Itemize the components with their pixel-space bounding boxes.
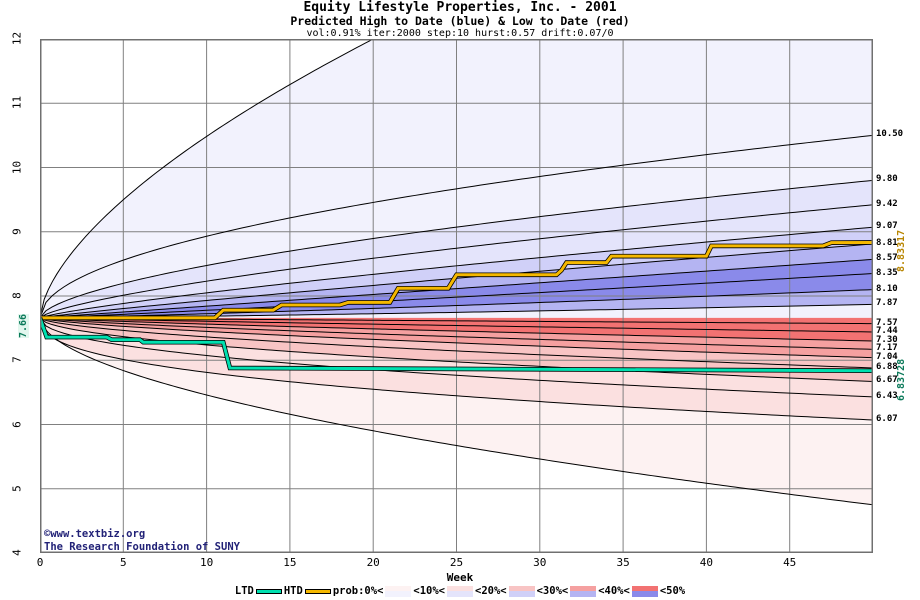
right-band-label: 6.43 bbox=[876, 390, 898, 401]
right-band-label: 8.81 bbox=[876, 237, 898, 248]
legend-ltd-swatch bbox=[255, 588, 282, 594]
series-htd-line bbox=[40, 240, 873, 320]
right-band-label: 9.07 bbox=[876, 221, 898, 232]
legend-ltd-label: LTD bbox=[234, 585, 254, 597]
right-band-label: 6.67 bbox=[876, 375, 898, 386]
right-band-label: 7.30 bbox=[876, 334, 898, 345]
y-tick-label: 11 bbox=[10, 96, 24, 110]
right-band-label: 8.57 bbox=[876, 253, 898, 264]
y-tick-label: 10 bbox=[10, 160, 24, 174]
legend-htd-label: HTD bbox=[283, 585, 303, 597]
credit-line-1: ©www.textbiz.org bbox=[44, 528, 146, 540]
right-band-label: 6.88 bbox=[876, 361, 898, 372]
x-tick-label: 20 bbox=[366, 556, 380, 569]
chart-params: vol:0.91% iter:2000 step:10 hurst:0.57 d… bbox=[306, 28, 614, 39]
x-tick-label: 45 bbox=[783, 556, 797, 569]
legend-band-label: <50% bbox=[659, 585, 686, 597]
right-band-label: 7.04 bbox=[876, 351, 898, 362]
legend-band-swatch bbox=[631, 585, 658, 597]
x-axis-label: Week bbox=[446, 571, 474, 584]
x-tick-label: 25 bbox=[449, 556, 464, 569]
x-tick-label: 15 bbox=[283, 556, 297, 569]
legend-prob-label: prob:0%< bbox=[332, 585, 384, 597]
legend-band-label: <20%< bbox=[475, 585, 507, 597]
x-tick-label: 35 bbox=[616, 556, 630, 569]
start-price-label: 7.66 bbox=[18, 313, 29, 338]
chart-canvas bbox=[40, 39, 873, 553]
ltd-final-label: 6.83728 bbox=[896, 358, 907, 401]
x-tick-label: 40 bbox=[699, 556, 714, 569]
legend-htd-swatch bbox=[304, 588, 331, 594]
x-tick-label: 5 bbox=[119, 556, 127, 569]
htd-final-label: 8.83317 bbox=[896, 230, 907, 273]
right-band-label: 9.42 bbox=[876, 198, 898, 209]
credit-line-2: The Research Foundation of SUNY bbox=[44, 540, 240, 553]
legend-band-swatch bbox=[447, 585, 473, 597]
y-tick-label: 7 bbox=[10, 356, 24, 364]
legend-band-group: <10%< <20%< <30%< <40%< <50% bbox=[384, 585, 686, 597]
right-band-label: 10.50 bbox=[876, 129, 904, 140]
y-tick-label: 8 bbox=[10, 292, 24, 299]
legend-band-swatch bbox=[385, 585, 412, 597]
chart-legend: LTD HTD prob:0%< <10%< <20%< <30%< <40%< <50… bbox=[0, 585, 920, 597]
y-tick-label: 9 bbox=[10, 227, 24, 235]
right-band-label: 8.35 bbox=[876, 267, 898, 278]
legend-band-swatch bbox=[508, 585, 535, 597]
page-title: Equity Lifestyle Properties, Inc. - 2001 bbox=[303, 0, 617, 15]
right-band-label: 7.57 bbox=[876, 317, 898, 328]
x-tick-label: 30 bbox=[533, 556, 547, 569]
legend-band-label: <30%< bbox=[536, 585, 569, 597]
chart-subtitle: Predicted High to Date (blue) & Low to D… bbox=[290, 14, 630, 28]
right-band-label: 7.44 bbox=[876, 325, 898, 336]
y-tick-label: 6 bbox=[10, 420, 24, 428]
credit-block: ©www.textbiz.org The Research Foundation… bbox=[44, 528, 240, 553]
legend-band-swatch bbox=[570, 585, 597, 597]
plot-area bbox=[40, 39, 873, 553]
right-band-label: 9.80 bbox=[876, 174, 898, 185]
right-band-label: 6.07 bbox=[876, 414, 898, 424]
x-tick-label: 0 bbox=[36, 556, 44, 569]
title-block: Equity Lifestyle Properties, Inc. - 2001… bbox=[0, 0, 920, 40]
legend-band-label: <40%< bbox=[598, 585, 630, 597]
right-band-label: 8.10 bbox=[876, 283, 898, 294]
right-band-label: 7.87 bbox=[876, 298, 898, 309]
legend-band-label: <10%< bbox=[413, 585, 445, 597]
y-tick-label: 5 bbox=[10, 484, 24, 492]
x-tick-label: 10 bbox=[199, 556, 214, 569]
series-ltd-line bbox=[40, 317, 873, 373]
y-tick-label: 12 bbox=[10, 31, 24, 46]
right-band-label: 7.17 bbox=[876, 343, 898, 354]
